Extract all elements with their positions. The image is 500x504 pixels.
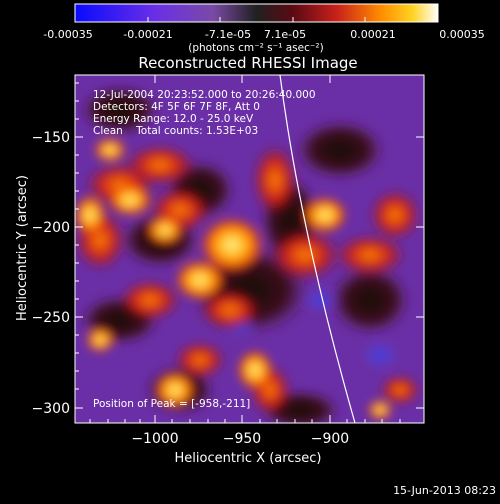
plot-frame xyxy=(74,74,425,424)
annotation-clean-counts: Clean Total counts: 1.53E+03 xyxy=(93,125,258,137)
x-tick-label-3: −900 xyxy=(311,431,349,447)
image-title: Reconstructed RHESSI Image xyxy=(138,54,357,72)
colorbar-tick-6: 0.00035 xyxy=(439,28,485,41)
y-tick-label-2: −200 xyxy=(32,220,70,236)
footer-timestamp: 15-Jun-2013 08:23 xyxy=(393,484,496,497)
x-axis-label: Heliocentric X (arcsec) xyxy=(175,451,322,466)
annotation-energy-range: Energy Range: 12.0 - 25.0 keV xyxy=(93,113,254,125)
colorbar-tick-4: 7.1e-05 xyxy=(264,28,306,41)
annotation-peak-position: Position of Peak = [-958,-211] xyxy=(93,398,250,410)
y-tick-label-4: −300 xyxy=(32,401,70,417)
annotation-time-range: 12-Jul-2004 20:23:52.000 to 20:26:40.000 xyxy=(93,89,316,101)
colorbar-gradient xyxy=(74,3,439,23)
colorbar-unit-label: (photons cm⁻² s⁻¹ asec⁻²) xyxy=(188,42,323,54)
colorbar: -0.00035 -0.00021 -7.1e-05 7.1e-05 0.000… xyxy=(43,3,485,54)
colorbar-tick-5: 0.00021 xyxy=(350,28,396,41)
colorbar-tick-3: -7.1e-05 xyxy=(205,28,251,41)
colorbar-tick-2: -0.00021 xyxy=(123,28,172,41)
y-axis-label: Heliocentric Y (arcsec) xyxy=(15,175,30,321)
plot-axes: −1000 −950 −900 −150 −200 −250 −300 Heli… xyxy=(15,74,425,466)
y-tick-label-3: −250 xyxy=(32,310,70,326)
x-tick-label-1: −1000 xyxy=(131,431,178,447)
colorbar-ticks xyxy=(74,17,439,22)
annotation-detectors: Detectors: 4F 5F 6F 7F 8F, Att 0 xyxy=(93,101,260,113)
solar-limb-line xyxy=(279,75,356,423)
y-tick-label-1: −150 xyxy=(32,130,70,146)
x-tick-label-2: −950 xyxy=(223,431,261,447)
rhessi-image xyxy=(75,75,424,423)
colorbar-tick-1: -0.00035 xyxy=(43,28,92,41)
image-annotations: 12-Jul-2004 20:23:52.000 to 20:26:40.000… xyxy=(93,89,316,410)
